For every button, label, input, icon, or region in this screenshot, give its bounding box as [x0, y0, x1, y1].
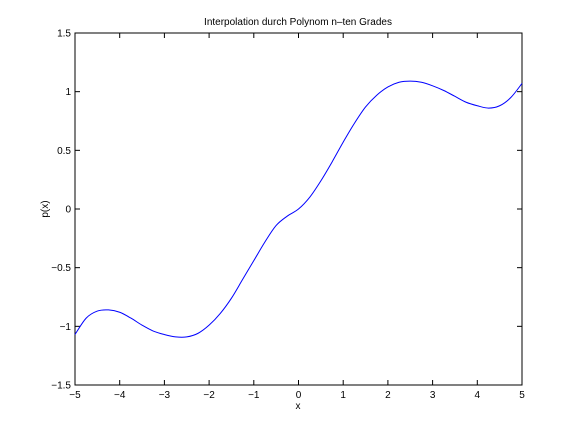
x-tick-label: 1 — [340, 390, 346, 401]
x-tick-label: −1 — [248, 390, 260, 401]
x-tick-label: −3 — [159, 390, 171, 401]
y-tick-label: 0.5 — [57, 146, 71, 157]
y-tick-label: −1 — [60, 322, 72, 333]
chart-title: Interpolation durch Polynom n–ten Grades — [204, 17, 392, 28]
x-tick-label: 3 — [430, 390, 436, 401]
x-tick-label: −5 — [69, 390, 81, 401]
series-line — [74, 80, 523, 338]
x-axis: −5 −4 −3 −2 −1 0 1 2 3 4 5 — [69, 33, 525, 401]
x-tick-label: −2 — [203, 390, 215, 401]
y-axis: −1.5 −1 −0.5 0 0.5 1 1.5 — [51, 29, 522, 392]
x-tick-label: 2 — [385, 390, 391, 401]
y-tick-label: 1 — [65, 87, 71, 98]
y-axis-label: p(x) — [40, 200, 51, 217]
y-tick-label: 1.5 — [57, 29, 71, 40]
x-axis-label: x — [296, 401, 301, 412]
x-tick-label: −4 — [114, 390, 126, 401]
x-tick-label: 0 — [296, 390, 302, 401]
y-tick-label: 0 — [65, 205, 71, 216]
y-tick-label: −1.5 — [51, 381, 71, 392]
x-tick-label: 5 — [519, 390, 525, 401]
y-tick-label: −0.5 — [51, 263, 71, 274]
x-tick-label: 4 — [475, 390, 481, 401]
